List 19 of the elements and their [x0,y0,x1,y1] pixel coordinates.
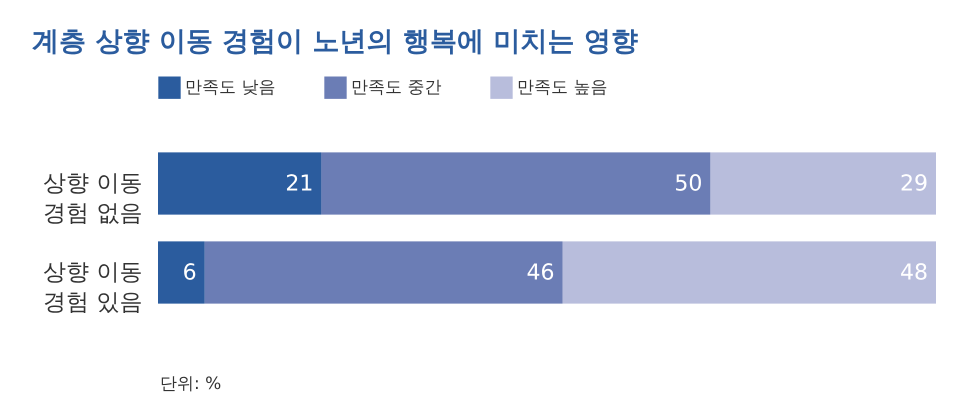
y-tick-label: 상향 이동 경험 없음 [43,170,142,226]
bar [158,241,205,304]
text: 단위: % [160,373,222,395]
data-label: 29 [900,172,928,196]
data-label: 46 [526,260,555,286]
data-label: 21 [285,172,314,196]
bar [321,152,710,215]
data-label: 48 [900,260,928,286]
bar [204,241,563,304]
data-label: 6 [182,260,197,286]
bar [562,241,936,304]
bar [710,152,936,215]
data-label: 50 [674,172,702,196]
chart-title: 계층 상향 이동 경험이 노년의 행복에 미치는 영향 [32,26,638,57]
bar [158,152,322,215]
y-tick-label: 상향 이동 경험 있음 [43,260,142,316]
legend-label: 만족도 중간 [351,78,442,98]
legend-label: 만족도 높음 [517,78,608,98]
legend-label: 만족도 낮음 [185,78,276,98]
